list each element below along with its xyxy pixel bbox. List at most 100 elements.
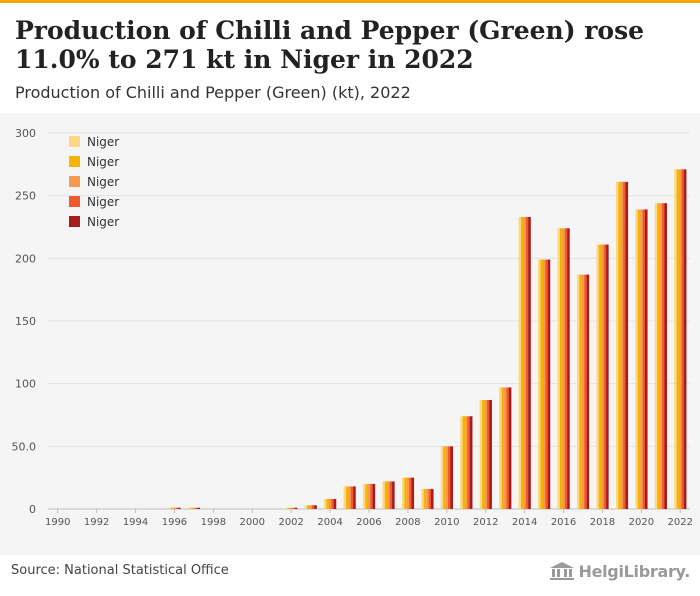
bar [503, 387, 507, 509]
bar [521, 216, 524, 509]
legend-swatch [69, 196, 80, 207]
bar [547, 259, 551, 509]
bar [311, 505, 315, 509]
bar [309, 505, 312, 509]
bar [430, 488, 434, 509]
x-tick-label: 2016 [551, 517, 576, 528]
x-tick-label: 1992 [84, 517, 109, 528]
bar [484, 399, 488, 509]
bar [576, 274, 580, 509]
x-tick-label: 1994 [123, 517, 148, 528]
x-tick-label: 2004 [317, 517, 342, 528]
bar [518, 216, 522, 509]
bar [596, 244, 599, 509]
x-tick-label: 2020 [629, 517, 654, 528]
bar [606, 244, 609, 509]
y-tick-label: 250 [15, 190, 36, 203]
bar [662, 203, 665, 509]
legend-label: Niger [87, 215, 119, 229]
bar [659, 203, 663, 509]
x-tick-label: 1996 [162, 517, 187, 528]
bar [620, 181, 624, 509]
chart-area: 0 50.0 100 150 200 250 300 1990 1992 1994 1996 1998… [0, 113, 700, 555]
bar [499, 387, 502, 509]
bar [168, 507, 171, 509]
bar [540, 259, 544, 509]
chart-title: Production of Chilli and Pepper (Green) … [15, 16, 645, 74]
y-tick-label: 300 [15, 127, 36, 140]
bar [392, 481, 395, 509]
y-tick-label: 0 [29, 503, 36, 516]
bar [542, 259, 546, 509]
bar [170, 507, 174, 509]
bar [501, 387, 505, 509]
bar [382, 481, 385, 509]
bar [635, 209, 638, 509]
bar [657, 203, 660, 509]
bar [462, 416, 466, 509]
bar [508, 387, 512, 509]
bar [581, 274, 585, 509]
bar [601, 244, 604, 509]
bar [370, 483, 373, 509]
bar [644, 209, 648, 509]
legend-swatch [69, 176, 80, 187]
bar [423, 488, 427, 509]
bar [426, 488, 429, 509]
x-tick-label: 2010 [434, 517, 459, 528]
bar [353, 486, 356, 509]
bar [486, 399, 490, 509]
bar [314, 505, 317, 509]
bar [178, 507, 181, 509]
x-tick-label: 2022 [668, 517, 693, 528]
bar [479, 399, 483, 509]
bar [564, 228, 568, 509]
bar [328, 498, 332, 509]
bar [640, 209, 643, 509]
bar [307, 505, 310, 509]
bar [642, 209, 646, 509]
helgilibrary-logo: HelgiLibrary. [550, 560, 690, 582]
x-tick-label: 2018 [590, 517, 615, 528]
bar [465, 416, 468, 509]
bar [287, 507, 291, 509]
bar [482, 399, 485, 509]
brand-name: HelgiLibrary. [578, 561, 690, 581]
bar [443, 446, 446, 509]
bar [460, 416, 463, 509]
bar [654, 203, 658, 509]
bar [615, 181, 619, 509]
legend-swatch [69, 216, 80, 227]
bar [409, 477, 412, 509]
bar [345, 486, 349, 509]
bar [348, 486, 351, 509]
bar [372, 483, 376, 509]
bar [289, 507, 293, 509]
chart-subtitle: Production of Chilli and Pepper (Green) … [15, 83, 411, 102]
bar [557, 228, 561, 509]
bar [173, 507, 176, 509]
x-tick-label: 2006 [356, 517, 381, 528]
bar [445, 446, 449, 509]
bar [664, 203, 667, 509]
bar [190, 507, 193, 509]
x-tick-label: 2014 [512, 517, 537, 528]
accent-top-bar [0, 0, 700, 3]
x-tick-label: 1998 [201, 517, 226, 528]
bar [448, 446, 451, 509]
y-tick-label: 100 [15, 378, 36, 391]
bar [175, 507, 179, 509]
bar [467, 416, 471, 509]
bar [326, 498, 330, 509]
bar [525, 216, 529, 509]
x-tick-label: 2002 [278, 517, 303, 528]
bar [333, 498, 337, 509]
bar [579, 274, 582, 509]
bar [324, 498, 327, 509]
source-note: Source: National Statistical Office [11, 563, 229, 578]
bar [603, 244, 607, 509]
y-tick-label: 50.0 [12, 440, 37, 453]
legend-label: Niger [87, 135, 119, 149]
bar [506, 387, 509, 509]
bar [450, 446, 453, 509]
